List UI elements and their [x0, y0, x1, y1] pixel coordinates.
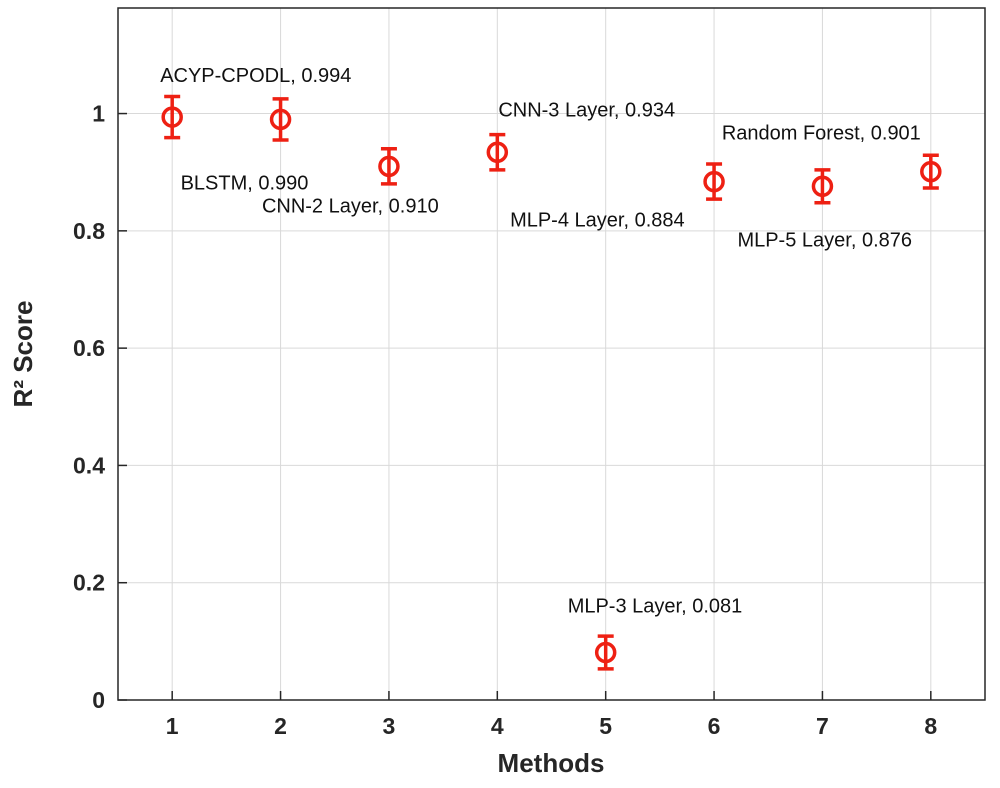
x-tick-label: 6: [708, 713, 721, 739]
data-point-marker: [920, 160, 942, 183]
point-annotation: MLP-5 Layer, 0.876: [737, 229, 912, 251]
x-tick-label: 3: [383, 713, 396, 739]
point-annotation: CNN-3 Layer, 0.934: [498, 99, 675, 121]
data-point-marker: [486, 141, 509, 164]
y-tick-label: 0.2: [73, 570, 105, 596]
point-annotation: BLSTM, 0.990: [181, 172, 309, 194]
grid-layer: [118, 8, 985, 701]
point-annotation: CNN-2 Layer, 0.910: [262, 195, 439, 217]
tick-layer: 1 2 3 4 5 6 7 8 0 0.2 0.4 0.6 0.8 1: [73, 101, 937, 739]
y-tick-label: 0.8: [73, 218, 105, 244]
data-point-marker: [594, 641, 617, 664]
y-tick-label: 0: [92, 687, 105, 713]
y-axis-label: R² Score: [8, 301, 38, 408]
point-annotation: ACYP-CPODL, 0.994: [160, 65, 351, 87]
data-point-group: [811, 168, 834, 205]
series-layer: [161, 94, 942, 671]
y-tick-label: 0.6: [73, 335, 105, 361]
data-point-group: [486, 132, 509, 172]
data-point-group: [920, 153, 942, 190]
point-annotation: MLP-3 Layer, 0.081: [568, 595, 743, 617]
x-tick-label: 5: [599, 713, 612, 739]
data-point-group: [703, 162, 725, 201]
data-point-group: [378, 146, 400, 186]
data-point-group: [594, 634, 617, 671]
x-tick-label: 4: [491, 713, 504, 739]
data-point-marker: [703, 170, 725, 193]
data-point-group: [161, 94, 183, 140]
plot-border: [117, 7, 986, 701]
x-tick-label: 7: [816, 713, 829, 739]
x-tick-label: 8: [924, 713, 937, 739]
point-annotation: MLP-4 Layer, 0.884: [510, 210, 685, 232]
point-annotation: Random Forest, 0.901: [722, 123, 921, 145]
data-point-marker: [378, 155, 400, 178]
data-point-group: [269, 97, 292, 142]
y-tick-label: 0.4: [73, 452, 105, 478]
data-point-marker: [811, 175, 834, 198]
x-tick-label: 2: [274, 713, 287, 739]
data-point-marker: [269, 108, 292, 131]
data-point-marker: [161, 106, 183, 128]
y-tick-label: 1: [92, 101, 105, 127]
x-axis-label: Methods: [498, 748, 605, 778]
x-tick-label: 1: [166, 713, 179, 739]
